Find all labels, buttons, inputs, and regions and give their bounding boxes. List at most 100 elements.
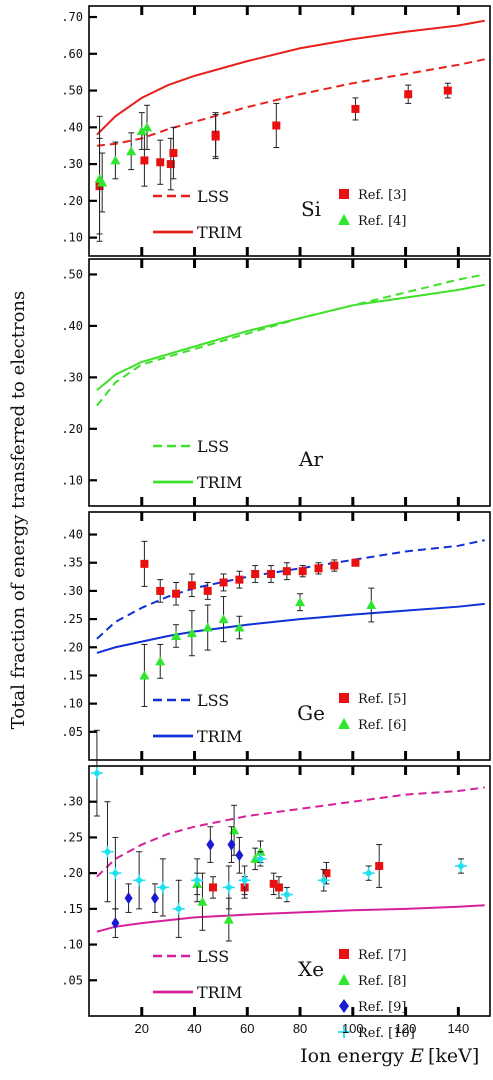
data-point-7 <box>208 883 217 892</box>
y-tick-label: .10 <box>61 473 83 487</box>
legend-ref-label: Ref. [10] <box>358 1026 415 1041</box>
data-point-5 <box>282 567 291 576</box>
legend-ref-label: Ref. [3] <box>358 188 407 203</box>
data-point-9 <box>111 917 120 930</box>
data-point-5 <box>314 564 323 573</box>
data-point-5 <box>187 581 196 590</box>
data-point-10 <box>159 884 166 891</box>
element-label: Ar <box>298 447 323 471</box>
data-point-3 <box>166 160 175 169</box>
y-tick-label: .40 <box>61 319 83 333</box>
data-point-3 <box>272 121 281 130</box>
panel-frame <box>88 511 491 761</box>
y-tick-label: .10 <box>61 231 83 245</box>
panel-ge: .05 .10 .15 .20 .25 .30 .35 .40 LSS TRIM Ge Ref. [5… <box>61 511 491 761</box>
data-point-3 <box>169 149 178 158</box>
curve-lss <box>96 539 485 640</box>
x-tick-label: 80 <box>293 1021 307 1036</box>
y-tick-label: .20 <box>61 194 83 208</box>
data-point-4 <box>126 146 137 156</box>
data-point-3 <box>404 90 413 99</box>
legend-ref-label: Ref. [7] <box>358 948 407 963</box>
data-point-6 <box>295 597 306 607</box>
y-tick-label: .10 <box>61 697 83 711</box>
data-point-10 <box>457 863 464 869</box>
legend-trim-label: TRIM <box>197 983 242 1002</box>
legend-trim-label: TRIM <box>197 727 242 746</box>
data-point-10 <box>365 870 372 877</box>
y-tick-label: .25 <box>61 830 83 844</box>
curve-lss <box>96 58 485 147</box>
y-tick-label: .05 <box>61 725 83 739</box>
data-point-10 <box>112 870 119 877</box>
x-axis-label: Ion energy E <box>300 1045 424 1067</box>
y-tick-label: .25 <box>61 612 83 626</box>
data-point-5 <box>172 589 181 598</box>
data-point-10 <box>104 848 111 855</box>
x-axis-label-var: E <box>409 1045 424 1067</box>
y-tick-label: .30 <box>61 157 83 171</box>
data-point-5 <box>203 586 212 595</box>
legend-marker-4 <box>338 214 350 225</box>
y-tick-label: .15 <box>61 902 83 916</box>
data-point-6 <box>155 656 166 666</box>
data-point-7 <box>274 883 283 892</box>
y-tick-label: .70 <box>61 10 83 24</box>
data-point-3 <box>351 104 360 113</box>
data-point-5 <box>140 559 149 568</box>
y-tick-label: .30 <box>61 795 83 809</box>
data-point-7 <box>269 879 278 888</box>
data-point-9 <box>206 838 215 851</box>
data-point-3 <box>211 132 220 141</box>
data-point-10 <box>93 770 100 777</box>
panel-ar: .10 .20 .30 .40 .50 LSS TRIM Ar <box>61 258 491 507</box>
data-point-9 <box>227 838 236 851</box>
panel-frame <box>88 765 491 1017</box>
panel-frame <box>88 258 491 507</box>
data-point-10 <box>175 905 182 912</box>
curve-trim <box>96 283 485 391</box>
data-point-5 <box>267 570 276 578</box>
data-point-6 <box>366 600 377 609</box>
x-tick-label: 40 <box>187 1021 201 1036</box>
x-tick-label: 140 <box>447 1021 469 1036</box>
x-axis-label-text: Ion energy <box>300 1045 410 1067</box>
y-tick-label: .50 <box>61 267 83 281</box>
legend-marker-7 <box>339 949 349 959</box>
data-point-5 <box>156 586 165 595</box>
x-tick-label: 120 <box>395 1021 417 1036</box>
curve-trim <box>96 19 485 136</box>
data-point-6 <box>202 622 213 632</box>
panel-xe: .05 .10 .15 .20 .25 .30 LSS TRIM Xe Ref. [7] Ref. … <box>61 729 491 1041</box>
x-tick-label: 100 <box>342 1021 364 1036</box>
data-point-9 <box>150 892 159 905</box>
y-tick-label: .30 <box>61 584 83 598</box>
data-point-4 <box>142 122 153 132</box>
data-point-10 <box>320 877 327 884</box>
y-tick-label: .10 <box>61 938 83 952</box>
data-point-3 <box>156 158 165 167</box>
curve-trim <box>96 904 485 933</box>
data-point-10 <box>225 884 232 891</box>
data-point-6 <box>171 631 182 640</box>
legend-marker-5 <box>339 693 349 703</box>
y-tick-label: .15 <box>61 668 83 682</box>
legend-lss-label: LSS <box>197 187 229 206</box>
data-point-5 <box>330 561 339 570</box>
y-tick-label: .20 <box>61 866 83 880</box>
legend-ref-label: Ref. [8] <box>358 974 407 989</box>
data-point-10 <box>257 855 264 862</box>
y-tick-label: .20 <box>61 640 83 654</box>
data-point-10 <box>241 877 248 884</box>
data-point-4 <box>97 177 108 187</box>
data-point-10 <box>283 891 290 898</box>
legend-ref-label: Ref. [6] <box>358 718 407 733</box>
data-point-7 <box>375 862 384 870</box>
legend-trim-label: TRIM <box>197 223 242 242</box>
data-point-5 <box>251 570 260 578</box>
data-point-6 <box>186 628 197 638</box>
y-axis-label: Total fraction of energy transferred to … <box>8 291 29 730</box>
curve-trim <box>96 602 485 654</box>
data-point-3 <box>140 156 149 165</box>
